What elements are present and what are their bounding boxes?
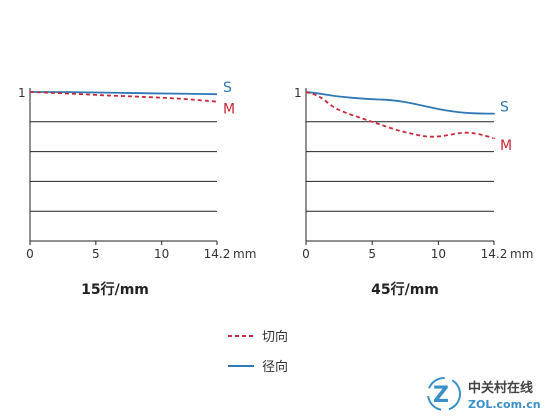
series-line-s	[305, 91, 495, 115]
x-tick-label: 5	[368, 247, 376, 261]
x-unit-label: mm	[233, 247, 256, 261]
x-tick-label: 0	[26, 247, 34, 261]
x-tick-label: 10	[154, 247, 169, 261]
x-tick-label: 0	[302, 247, 310, 261]
chart-title: 45行/mm	[371, 281, 439, 298]
x-tick-label: 5	[92, 247, 100, 261]
y-tick-label: 1	[294, 86, 302, 100]
legend: 切向 径向	[228, 329, 288, 375]
series-label-s: S	[223, 80, 232, 96]
x-tick-label: 10	[431, 247, 446, 261]
legend-label-sagittal: 径向	[262, 359, 288, 375]
zol-logo-en: ZOL.com.cn	[468, 398, 541, 411]
x-tick-label: 14.2	[481, 247, 508, 261]
svg-text:Z: Z	[433, 383, 449, 408]
y-tick-label: 1	[18, 86, 26, 100]
series-label-m: M	[223, 102, 235, 118]
series-line-m	[29, 91, 218, 103]
series-label-s: S	[500, 100, 509, 116]
chart-title: 15行/mm	[81, 281, 149, 298]
x-unit-label: mm	[510, 247, 533, 261]
series-line-s	[30, 91, 218, 96]
series-line-m	[305, 91, 495, 140]
zol-logo-icon: Z	[427, 377, 461, 411]
legend-label-tangential: 切向	[262, 329, 288, 345]
zol-logo: Z 中关村在线 ZOL.com.cn	[427, 377, 541, 411]
zol-logo-cn: 中关村在线	[468, 380, 533, 396]
series-label-m: M	[500, 138, 512, 154]
x-tick-label: 14.2	[204, 247, 231, 261]
